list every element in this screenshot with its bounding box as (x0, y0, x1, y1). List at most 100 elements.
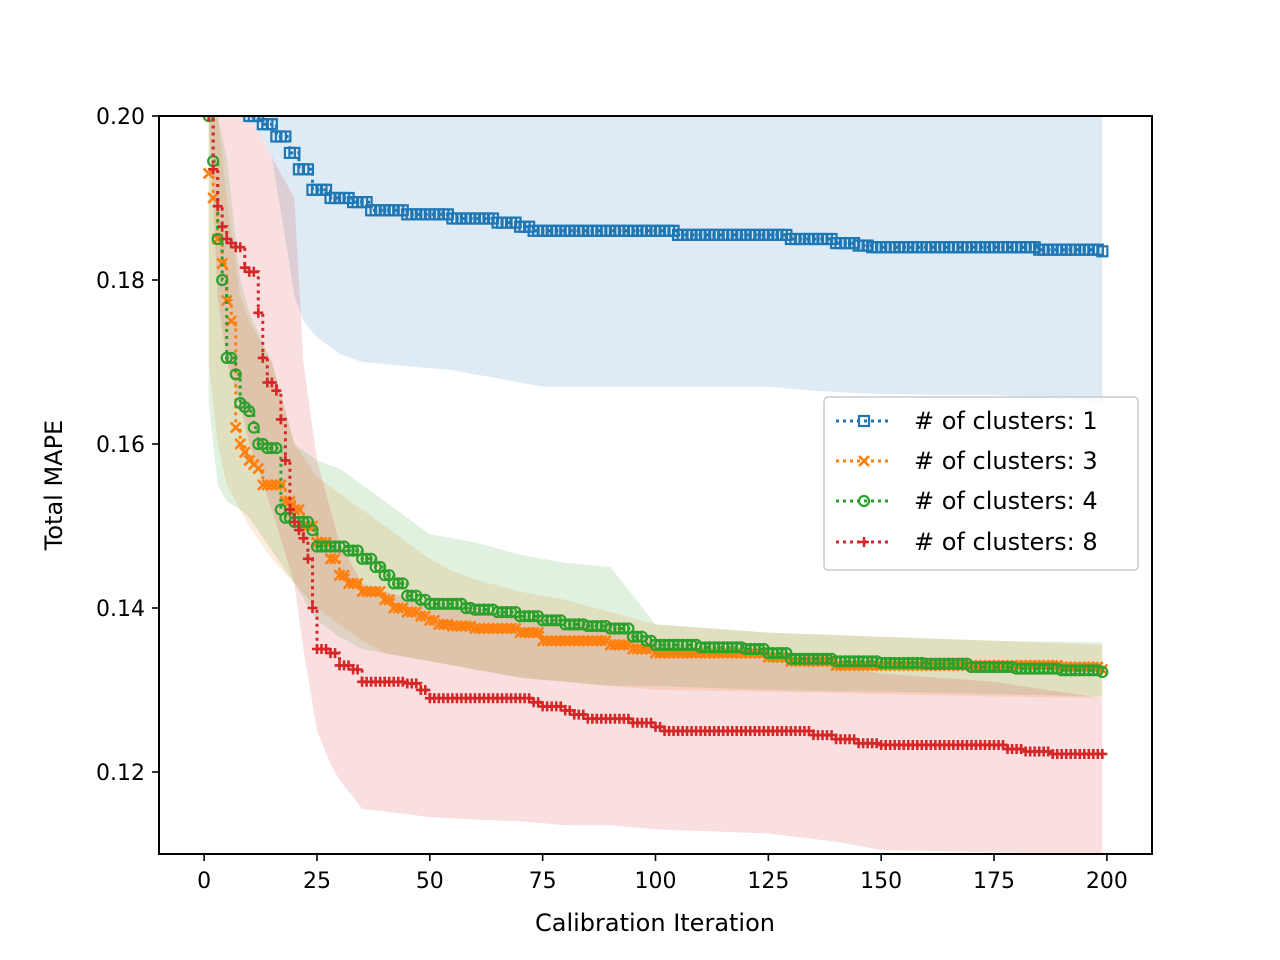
marker-series-2 (414, 610, 427, 623)
x-tick-label: 175 (973, 869, 1015, 894)
marker-series-2 (432, 618, 445, 631)
y-tick-label: 0.20 (96, 105, 145, 130)
y-tick-label: 0.18 (96, 269, 145, 294)
marker-series-3 (229, 368, 242, 381)
legend-box (823, 396, 1139, 571)
legend-label-4: # of clusters: 4 (914, 487, 1098, 515)
marker-series-2 (500, 622, 513, 635)
marker-series-2 (360, 585, 373, 598)
marker-series-2 (505, 622, 517, 635)
marker-series-4 (284, 504, 295, 515)
marker-series-4 (298, 533, 309, 544)
marker-series-2 (455, 620, 468, 632)
marker-series-2 (554, 634, 567, 647)
marker-series-4 (217, 221, 228, 232)
marker-series-2 (383, 593, 396, 606)
marker-series-2 (518, 626, 531, 639)
marker-series-4 (266, 377, 277, 388)
marker-series-3 (270, 442, 283, 455)
marker-series-2 (527, 626, 540, 639)
x-tick-label: 200 (1086, 869, 1128, 894)
marker-series-4 (307, 603, 318, 613)
marker-series-3 (225, 351, 238, 364)
marker-series-2 (545, 634, 558, 647)
x-tick-label: 150 (860, 869, 902, 894)
x-tick-label: 0 (197, 869, 211, 894)
band-series-4 (208, 116, 1103, 854)
marker-series-2 (536, 634, 549, 647)
marker-series-2 (374, 585, 387, 598)
marker-series-2 (478, 622, 490, 635)
marker-series-2 (482, 622, 495, 635)
markers-series-3 (202, 116, 1109, 679)
marker-series-2 (265, 479, 278, 491)
marker-series-2 (351, 577, 364, 590)
marker-series-4 (411, 678, 422, 689)
y-tick-label: 0.16 (96, 433, 145, 458)
marker-series-3 (306, 523, 319, 537)
marker-series-2 (270, 479, 283, 491)
marker-series-4 (330, 648, 341, 659)
legend-marker-2 (858, 455, 870, 467)
marker-series-2 (238, 446, 251, 459)
marker-series-2 (365, 585, 378, 598)
marker-series-2 (487, 622, 499, 635)
marker-series-2 (581, 634, 594, 647)
band-series-1 (213, 116, 1103, 403)
legend-label-8: # of clusters: 8 (914, 528, 1098, 556)
y-tick-label: 0.12 (96, 761, 145, 786)
marker-series-2 (627, 643, 639, 655)
marker-series-2 (568, 634, 581, 647)
marker-series-2 (229, 421, 242, 434)
marker-series-4 (248, 266, 259, 277)
marker-series-2 (220, 294, 233, 307)
marker-series-2 (550, 634, 563, 647)
marker-series-2 (496, 622, 508, 635)
marker-series-2 (387, 602, 400, 614)
legend-label-3: # of clusters: 3 (914, 447, 1098, 475)
marker-series-4 (208, 164, 219, 175)
marker-series-3 (775, 646, 788, 660)
marker-series-2 (329, 552, 341, 565)
marker-series-2 (437, 618, 450, 631)
marker-series-2 (608, 638, 621, 651)
marker-series-3 (1096, 665, 1109, 679)
marker-series-2 (324, 552, 337, 565)
marker-series-4 (235, 242, 246, 253)
confidence-bands (208, 116, 1103, 854)
marker-series-2 (369, 585, 382, 598)
marker-series-1 (288, 146, 301, 159)
marker-series-2 (283, 495, 296, 508)
marker-series-4 (1097, 748, 1108, 759)
x-tick-label: 125 (747, 869, 789, 894)
marker-series-2 (572, 634, 585, 647)
marker-series-4 (280, 455, 291, 466)
marker-series-3 (396, 577, 409, 590)
marker-series-2 (541, 634, 554, 647)
marker-series-2 (473, 622, 486, 635)
marker-series-2 (450, 620, 463, 632)
marker-series-4 (275, 414, 286, 425)
x-tick-label: 50 (416, 869, 444, 894)
marker-series-1 (265, 118, 278, 131)
x-axis-label: Calibration Iteration (535, 909, 775, 937)
marker-series-2 (604, 638, 617, 651)
marker-series-2 (405, 606, 418, 619)
marker-series-3 (360, 552, 373, 565)
marker-series-2 (378, 593, 391, 606)
marker-series-2 (333, 569, 346, 582)
marker-series-4 (302, 553, 313, 564)
marker-series-2 (613, 638, 626, 651)
marker-series-2 (261, 479, 274, 491)
x-tick-label: 75 (529, 869, 557, 894)
x-tick-label: 100 (635, 869, 677, 894)
marker-series-2 (631, 643, 644, 655)
marker-series-2 (532, 626, 545, 639)
marker-series-3 (247, 421, 260, 434)
marker-series-2 (491, 622, 504, 635)
marker-series-2 (595, 634, 608, 647)
marker-series-3 (216, 273, 229, 287)
marker-series-2 (356, 585, 369, 598)
legend-marker-4 (859, 537, 869, 547)
